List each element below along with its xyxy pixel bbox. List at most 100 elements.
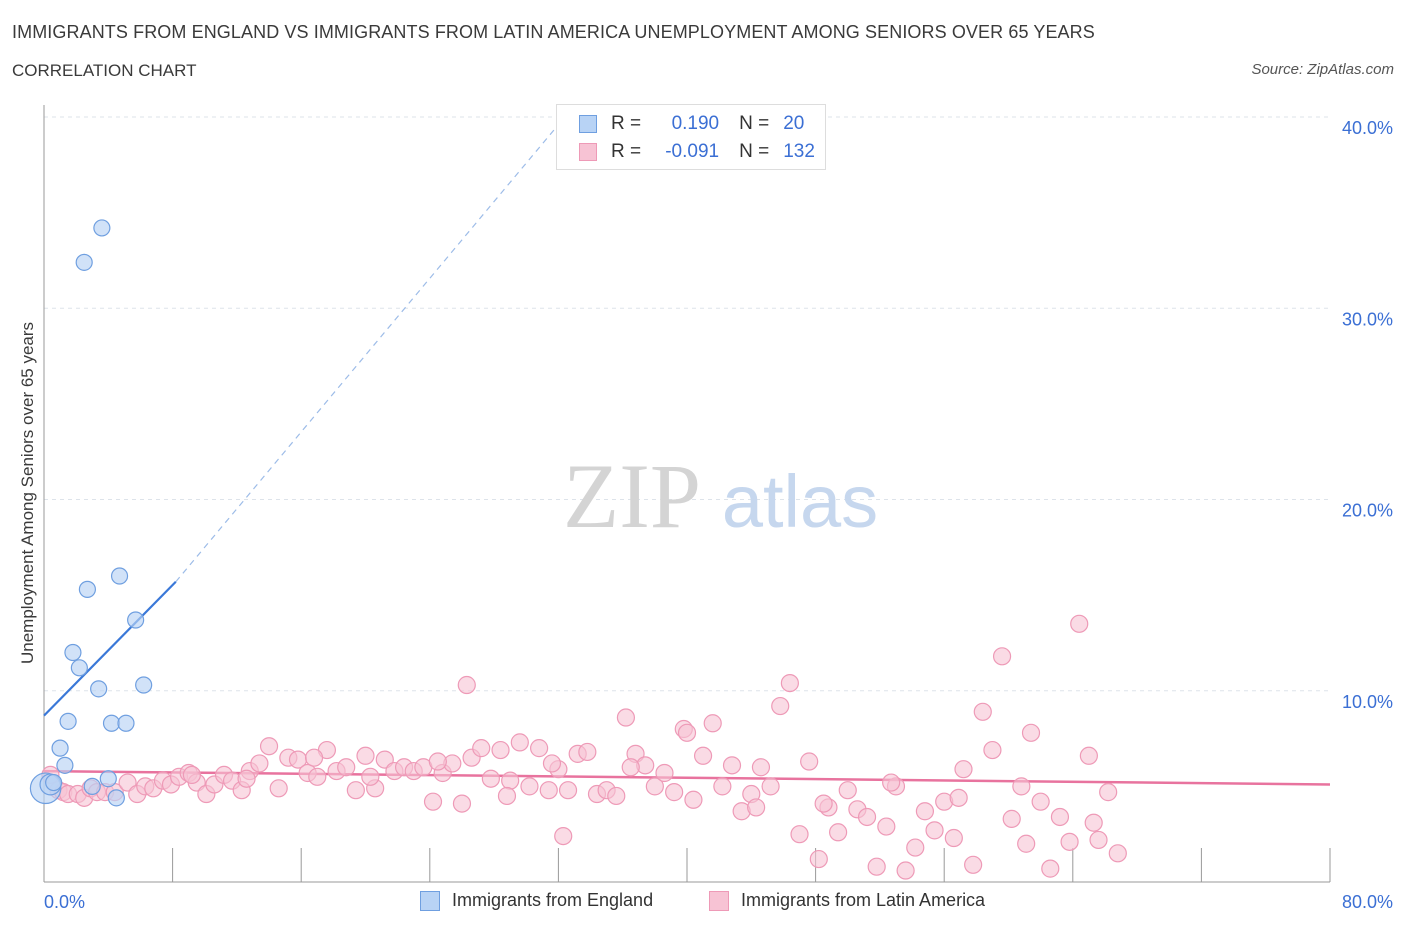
england-trend-line [43,580,177,717]
england-n-label: N = [739,113,770,134]
latam-n-label: N = [739,141,770,162]
y-tick-label: 40.0% [1342,118,1393,138]
england-point [127,611,145,629]
latam-point [269,779,288,798]
england-swatch [579,115,597,133]
latam-point [809,849,828,869]
latam-point [237,769,256,788]
latam-point [491,740,510,760]
y-tick-label: 30.0% [1342,309,1393,329]
latam-point [510,733,529,752]
latam-point [616,708,636,727]
latam-point [655,763,674,783]
latam-point [693,746,713,765]
latam-point [308,767,327,786]
latam-point [250,754,269,773]
england-point [110,567,129,585]
latam-point [713,777,732,796]
latam-point [1050,807,1070,827]
england-r-label: R = [611,113,642,134]
latam-point [361,767,380,786]
england-point [59,712,77,730]
y-tick-label: 20.0% [1342,501,1393,521]
latam-point [814,794,833,813]
source-label: Source: ZipAtlas.com [1251,61,1394,78]
latam-point [558,781,578,800]
latam-r-value: -0.091 [665,141,720,162]
chart-title: IMMIGRANTS FROM ENGLAND VS IMMIGRANTS FR… [12,22,1095,42]
y-tick-label: 10.0% [1342,692,1393,712]
england-n-value: 20 [783,113,805,134]
latam-point [964,855,983,874]
tick-labels: 10.0% 20.0% 30.0% 40.0% 0.0% 80.0% [44,118,1393,912]
latam-point [949,788,968,807]
grid-lines [44,116,1330,692]
england-point [56,756,74,774]
england-point [99,770,117,788]
england-point [102,714,121,732]
england-points [29,219,153,807]
latam-point [1041,859,1060,878]
latam-point [877,817,896,836]
england-point [70,659,88,677]
axes [43,105,1331,883]
latam-point [665,783,684,802]
latam-r-label: R = [611,141,642,162]
latam-point [1108,844,1127,863]
latam-point [457,675,476,695]
latam-point [428,752,447,771]
england-legend-label: Immigrants from England [452,890,654,910]
latam-point [337,758,356,777]
latam-point [1031,792,1050,811]
england-point [90,680,108,698]
england-r-value: 0.190 [671,113,720,134]
x-tick-label: 0.0% [44,892,85,912]
latam-point [259,737,279,756]
latam-point [703,714,722,733]
latam-point [973,702,992,721]
latam-point [771,696,790,716]
latam-point [539,781,558,800]
latam-point [472,739,491,758]
latam-point [944,828,963,848]
watermark-zip: ZIP [563,445,701,547]
england-legend-swatch [420,890,440,911]
england-point [64,643,82,662]
latam-point [530,739,549,758]
latam-point [906,838,925,857]
latam-point [954,760,973,779]
latam-point [857,807,877,827]
legend-item-latam: Immigrants from Latin America [709,890,985,911]
england-point [45,773,63,792]
stats-legend: R = 0.190 N = 20 R = -0.091 N = 132 [556,104,826,170]
england-trend-extension [175,116,566,583]
latam-point [554,826,573,846]
england-point [135,676,153,694]
latam-point [829,823,848,842]
latam-point [1079,746,1098,765]
latam-point [1021,723,1041,742]
latam-point [1060,832,1079,851]
latam-point [645,777,664,796]
watermark: ZIP atlas [563,445,878,547]
latam-point [578,742,597,762]
latam-point [983,740,1002,760]
latam-point [780,673,799,693]
latam-point [838,781,857,800]
watermark-atlas: atlas [722,460,878,543]
chart-subtitle: CORRELATION CHART [12,61,197,80]
england-point [51,739,69,757]
latam-swatch [579,143,597,161]
latam-point [1070,614,1089,633]
latam-points [41,614,1127,880]
latam-point [684,790,703,809]
latam-point [896,861,915,880]
latam-point [867,857,886,876]
legend-row-latam: R = -0.091 N = 132 [579,140,815,164]
latam-point [915,802,935,821]
latam-point [992,647,1012,666]
latam-point [761,777,780,796]
england-point [107,789,125,807]
latam-point [1012,777,1031,796]
latam-point [1084,813,1103,832]
